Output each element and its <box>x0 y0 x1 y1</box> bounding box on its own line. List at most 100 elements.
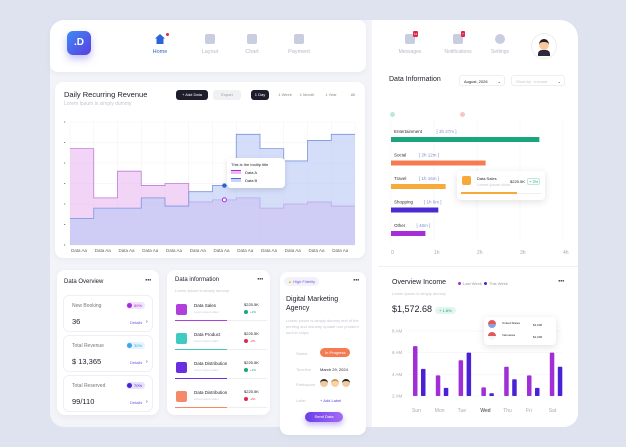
popup-value: $1,000 <box>533 335 543 339</box>
participant-avatar[interactable] <box>320 379 328 387</box>
item-label: Data Distribution <box>194 361 228 366</box>
tooltip-item: Data A <box>245 170 258 175</box>
add-label-button[interactable]: + Add Label <box>320 398 342 403</box>
info-subtitle: Lorem Ipsum is simply dummy <box>175 288 230 293</box>
bar-this-week <box>466 352 472 396</box>
more-icon[interactable]: ··· <box>558 276 565 286</box>
item-label: Data Sales <box>194 303 217 308</box>
details-link[interactable]: Details <box>130 400 143 405</box>
settings-button[interactable]: Settings <box>482 34 518 55</box>
status-badge[interactable]: In Progress <box>320 348 351 357</box>
data-overview-card: Data Overview ··· New Booking 36 80% Detail… <box>57 270 159 415</box>
x-tick-label: Data Aa <box>190 248 207 253</box>
notifications-button[interactable]: 7 Notifications <box>440 31 476 55</box>
x-tick-label: Data Aa <box>332 248 349 253</box>
add-data-button[interactable]: + Add Data <box>176 90 208 100</box>
chevron-right-icon[interactable]: › <box>146 359 148 365</box>
change-icon <box>244 310 248 314</box>
us-flag-icon <box>488 320 496 328</box>
change-icon <box>244 397 248 401</box>
nav-chart[interactable]: Chart <box>234 34 270 55</box>
more-icon[interactable]: ··· <box>257 274 264 284</box>
avatar[interactable] <box>531 33 557 59</box>
income-legend: Last Week This Week <box>458 281 508 286</box>
item-value: $225.5K <box>244 389 259 394</box>
details-link[interactable]: Details <box>130 320 143 325</box>
percent-badge: 80% <box>126 302 146 310</box>
participant-label: Participant <box>296 382 315 387</box>
active-dot <box>166 33 169 36</box>
indonesia-flag-icon <box>488 332 496 340</box>
bar-label: Shopping <box>394 200 414 205</box>
payment-icon <box>294 34 304 44</box>
nav-home[interactable]: Home <box>142 33 178 55</box>
data-info-card: Data information Lorem Ipsum is simply d… <box>167 270 270 415</box>
chart-tooltip: This is the tooltip title Data A Data B <box>227 158 285 188</box>
range-1-day[interactable]: 1 Day <box>251 90 269 100</box>
priority-badge: ▲ High Fidelity <box>284 277 320 286</box>
bar-travel <box>391 184 446 189</box>
messages-button[interactable]: 11 Messages <box>392 31 428 55</box>
month-select[interactable]: August, 2026 ⌄ <box>459 75 505 86</box>
sort-select[interactable]: Short by : Income ⌄ <box>511 75 565 86</box>
x-tick-label: Data Aa <box>71 248 88 253</box>
range-1-month[interactable]: 1 Month <box>299 92 315 97</box>
overview-label: Total Revenue <box>72 343 104 349</box>
participant-avatar[interactable] <box>342 379 350 387</box>
item-change: -2% <box>250 339 256 343</box>
x-tick-label: Data Aa <box>237 248 254 253</box>
item-progress <box>175 348 227 350</box>
messages-icon <box>405 34 415 44</box>
y-tick: • <box>64 201 66 206</box>
more-icon[interactable]: ··· <box>353 275 360 285</box>
timeline-value: March 29, 2024 <box>320 367 348 372</box>
range-1-week[interactable]: 1 Week <box>278 92 292 97</box>
y-tick: • <box>64 119 66 124</box>
nav-payment[interactable]: Payment <box>281 34 317 55</box>
more-icon[interactable]: ··· <box>145 275 152 285</box>
y-tick: • <box>64 242 66 247</box>
info-row[interactable]: Data Sales Lorem ipsum dolor $225.5K +2% <box>175 302 267 332</box>
overview-item: New Booking 36 80% Details › <box>63 295 153 332</box>
project-title: Digital Marketing Agency <box>286 296 339 312</box>
bar-label: Social <box>394 153 406 158</box>
divider <box>378 266 578 267</box>
income-subtitle: Lorem Ipsum is simply dummy <box>392 291 447 296</box>
info-row[interactable]: Data Product Lorem ipsum dolor $225.5K -2% <box>175 331 267 361</box>
overview-item: Total Revenue $ 13,365 30% Details › <box>63 335 153 372</box>
x-tick-label: 0 <box>391 250 394 256</box>
popup-sub: Lorem ipsum dolor <box>477 182 511 187</box>
details-link[interactable]: Details <box>130 360 143 365</box>
bar-last-week <box>413 346 418 396</box>
chart-icon <box>247 34 257 44</box>
item-icon <box>176 333 187 344</box>
overview-value: 99/110 <box>72 397 95 406</box>
bar-duration: [ 3h 27m ] <box>437 129 457 134</box>
range-1-year[interactable]: 1 Year <box>325 92 337 97</box>
y-tick: • <box>64 222 66 227</box>
range-all[interactable]: All <box>350 92 356 97</box>
revenue-title: Daily Recurring Revenue <box>64 90 148 99</box>
y-tick: • <box>64 140 66 145</box>
nav-layout[interactable]: Layout <box>192 34 228 55</box>
bar-last-week <box>549 352 555 396</box>
send-data-button[interactable]: Send Data <box>305 412 343 422</box>
overview-title: Data Overview <box>64 279 104 285</box>
participant-avatar[interactable] <box>331 379 339 387</box>
bar-label: Entertainment <box>394 129 423 134</box>
chevron-right-icon[interactable]: › <box>146 399 148 405</box>
popup-value: $1,000 <box>533 323 543 327</box>
info-row[interactable]: Data Distribution Lorem ipsum dolor $225.5… <box>175 389 267 419</box>
income-title: Overview Income <box>392 279 447 286</box>
day-label: Sat <box>549 408 557 414</box>
day-label: Thu <box>503 408 512 414</box>
overview-label: Total Reserved <box>72 383 106 389</box>
overview-value: 36 <box>72 317 81 326</box>
chevron-right-icon[interactable]: › <box>146 319 148 325</box>
logo[interactable]: .D <box>67 31 91 55</box>
bar-duration: [ 2h 12m ] <box>419 153 439 158</box>
badge: 7 <box>461 31 465 37</box>
export-button[interactable]: Export <box>213 90 241 100</box>
info-row[interactable]: Data Distribution Lorem ipsum dolor $225.5… <box>175 360 267 390</box>
popup-country: Indonesia <box>502 333 516 337</box>
